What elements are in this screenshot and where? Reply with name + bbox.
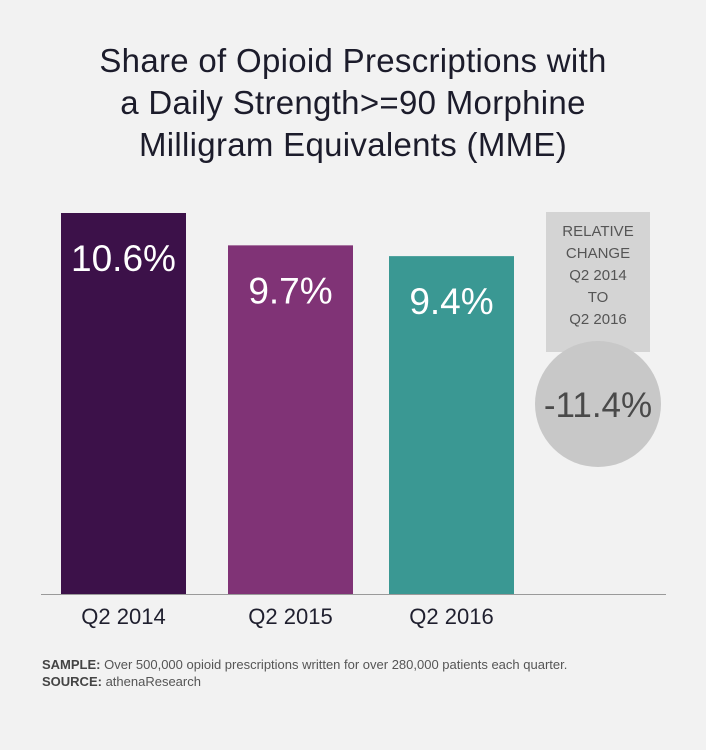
bar-value-label-3: 9.4% — [409, 281, 493, 322]
bar-2 — [228, 245, 353, 594]
relative-change-label-line-5: Q2 2016 — [569, 311, 627, 328]
relative-change-circle — [535, 341, 661, 467]
sample-note: SAMPLE: Over 500,000 opioid prescription… — [42, 656, 682, 673]
bar-value-label-2: 9.7% — [248, 270, 332, 311]
relative-change-label-line-4: TO — [588, 289, 609, 306]
relative-change-value: -11.4% — [544, 386, 652, 425]
bar-value-label-1: 10.6% — [71, 238, 176, 279]
title-line-2: a Daily Strength>=90 Morphine — [120, 84, 586, 121]
chart-footer: SAMPLE: Over 500,000 opioid prescription… — [42, 656, 682, 690]
relative-change-label-line-3: Q2 2014 — [569, 267, 627, 284]
chart-title: Share of Opioid Prescriptions with a Dai… — [0, 40, 706, 166]
x-tick-label-2: Q2 2015 — [248, 604, 332, 629]
relative-change-label-line-1: RELATIVE — [562, 223, 633, 240]
bar-1 — [61, 213, 186, 594]
source-text: athenaResearch — [101, 674, 201, 689]
x-tick-label-1: Q2 2014 — [81, 604, 165, 629]
relative-change-label-line-2: CHANGE — [566, 245, 630, 262]
source-note: SOURCE: athenaResearch — [42, 673, 682, 690]
sample-label: SAMPLE: — [42, 657, 101, 672]
relative-change-panel — [546, 212, 650, 352]
title-line-3: Milligram Equivalents (MME) — [138, 126, 567, 163]
sample-text: Over 500,000 opioid prescriptions writte… — [100, 657, 568, 672]
bar-3 — [389, 256, 514, 594]
x-tick-label-3: Q2 2016 — [409, 604, 493, 629]
source-label: SOURCE: — [42, 674, 102, 689]
title-line-1: Share of Opioid Prescriptions with — [99, 42, 607, 79]
